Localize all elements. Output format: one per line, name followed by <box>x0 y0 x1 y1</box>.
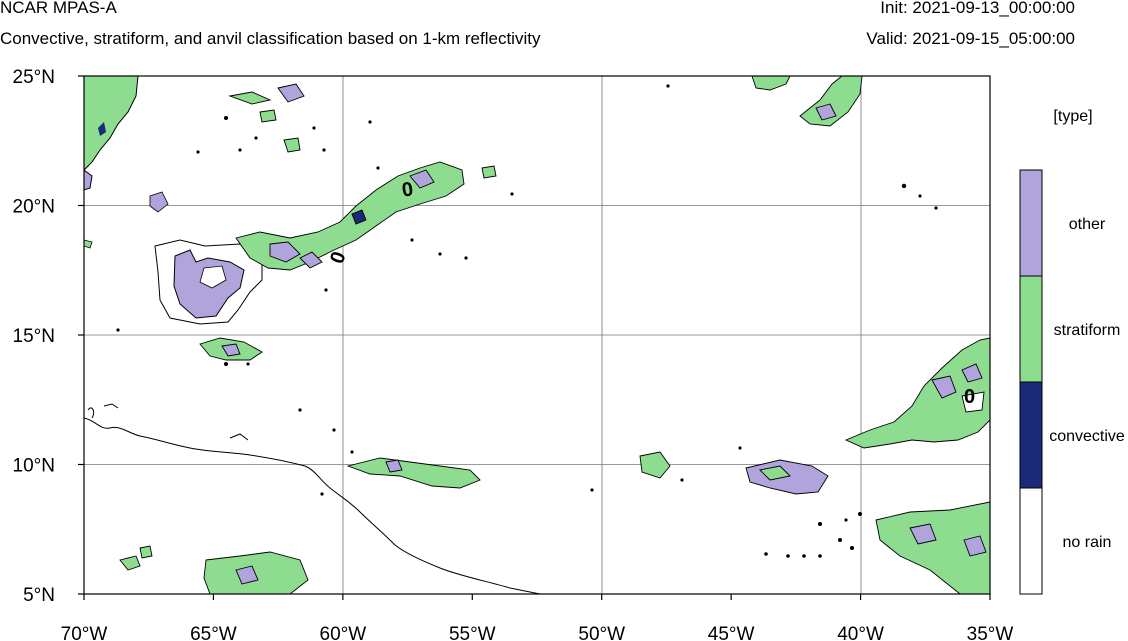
legend-label: stratiform <box>1054 322 1121 339</box>
lat-tick-label: 25°N <box>13 67 55 88</box>
lon-tick-label: 45°W <box>708 624 755 641</box>
lon-tick-label: 55°W <box>449 624 496 641</box>
valid-time: Valid: 2021-09-15_05:00:00 <box>866 29 1075 48</box>
lon-tick-label: 65°W <box>190 624 237 641</box>
legend-swatch-other <box>1019 169 1043 277</box>
precip-field: 0 0 0 <box>84 76 990 594</box>
map-subtitle: Convective, stratiform, and anvil classi… <box>0 29 541 48</box>
lon-tick-label: 50°W <box>578 624 625 641</box>
lat-tick-label: 5°N <box>23 585 55 606</box>
legend-title: [type] <box>1053 108 1092 125</box>
coastline <box>84 403 541 594</box>
legend-swatch-convective <box>1019 381 1043 489</box>
contour-labels: 0 0 0 <box>326 178 975 408</box>
east-storm <box>844 337 990 449</box>
lon-tick-label: 35°W <box>967 624 1014 641</box>
axis-ticks: 70°W 65°W 60°W 55°W 50°W 45°W 40°W 35°W 25°N 20°N… <box>13 67 1014 641</box>
lon-tick-label: 60°W <box>320 624 367 641</box>
legend: [type] other stratiform convective no rain <box>1019 108 1125 595</box>
lat-tick-label: 20°N <box>13 197 55 218</box>
legend-label: no rain <box>1063 534 1112 551</box>
map-title: NCAR MPAS-A <box>0 0 117 17</box>
legend-label: convective <box>1049 428 1125 445</box>
scattered-cells <box>116 84 938 558</box>
contour-label: 0 <box>326 249 350 267</box>
south-bands <box>119 451 990 594</box>
init-time: Init: 2021-09-13_00:00:00 <box>880 0 1075 17</box>
lat-tick-label: 15°N <box>13 326 55 347</box>
legend-label: other <box>1069 216 1106 233</box>
anvil-cloud <box>154 239 263 325</box>
lon-tick-label: 40°W <box>837 624 884 641</box>
central-band <box>199 83 497 361</box>
gridlines <box>84 76 990 594</box>
ne-storm <box>751 76 863 127</box>
legend-swatch-no-rain <box>1019 487 1043 595</box>
lat-tick-label: 10°N <box>13 456 55 477</box>
contour-label: 0 <box>401 178 415 201</box>
nw-band <box>84 76 169 249</box>
contour-label: 0 <box>964 386 975 408</box>
legend-swatch-stratiform <box>1019 275 1043 383</box>
lon-tick-label: 70°W <box>61 624 108 641</box>
